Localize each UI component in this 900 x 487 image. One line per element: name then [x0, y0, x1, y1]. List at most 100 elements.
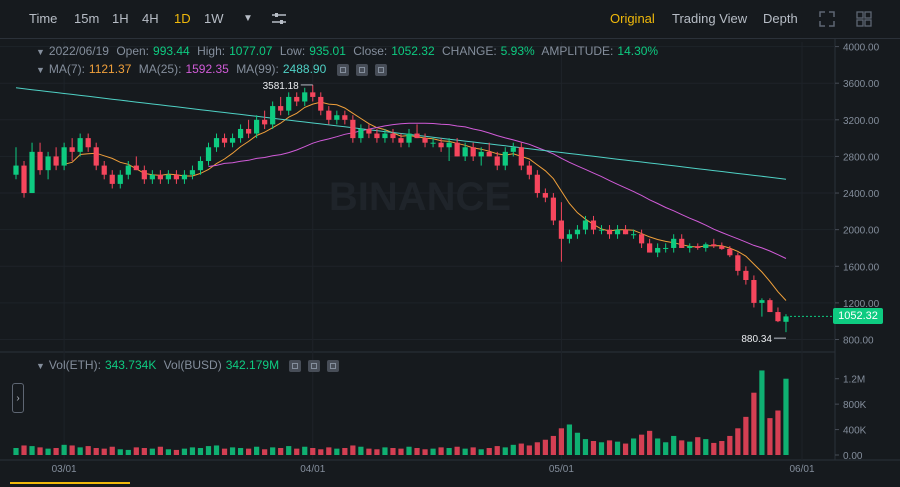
volume-bar — [542, 439, 548, 455]
low-label: Low: — [279, 44, 306, 58]
candle-body — [133, 165, 139, 171]
grid-layout-icon[interactable] — [855, 10, 873, 28]
volume-bar — [574, 432, 581, 455]
indicator-settings-icon[interactable] — [270, 10, 288, 28]
candle-body — [478, 151, 484, 157]
candle-body — [414, 133, 420, 139]
candle-body — [173, 174, 180, 180]
volume-bar — [687, 441, 693, 455]
ohlc-date: 2022/06/19 — [48, 44, 109, 58]
candle-body — [462, 147, 468, 157]
interval-1w[interactable]: 1W — [204, 11, 224, 26]
candle-body — [221, 138, 228, 143]
scroll-indicator[interactable] — [10, 482, 130, 484]
candle-body — [21, 165, 27, 194]
candle-body — [101, 165, 107, 175]
volume-bar — [125, 449, 131, 455]
volume-bar — [550, 435, 556, 455]
fullscreen-icon[interactable] — [818, 10, 836, 28]
ohlc-legend: ▼ 2022/06/19 Open: 993.44 High: 1077.07 Low… — [36, 44, 662, 58]
open-label: Open: — [116, 44, 150, 58]
candle-body — [358, 128, 364, 139]
candle-body — [334, 115, 340, 120]
volume-bar — [438, 447, 444, 455]
candle-body — [61, 147, 67, 166]
vol-busd-label: Vol(BUSD) — [163, 358, 222, 372]
collapse-caret-icon[interactable]: ▼ — [36, 47, 45, 57]
volume-bar — [655, 438, 661, 455]
volume-tick-label: 1.2M — [843, 375, 865, 386]
candle-body — [197, 161, 204, 171]
high-value: 1077.07 — [229, 44, 273, 58]
candle-body — [262, 119, 268, 125]
candle-body — [671, 238, 677, 248]
volume-bar — [245, 448, 252, 455]
time-tick-label: 04/01 — [300, 464, 325, 475]
candle-body — [582, 220, 589, 230]
candle-body — [598, 229, 605, 231]
interval-1h[interactable]: 1H — [112, 11, 129, 26]
candle-body — [727, 248, 733, 256]
interval-time[interactable]: Time — [29, 11, 58, 26]
candle-body — [719, 246, 725, 249]
interval-15m[interactable]: 15m — [74, 11, 100, 26]
volume-bar — [173, 449, 180, 455]
candle-body — [446, 142, 452, 148]
volume-bar — [558, 428, 565, 455]
ma-collapse-caret-icon[interactable]: ▼ — [36, 65, 45, 75]
volume-bar — [77, 447, 83, 455]
interval-1d[interactable]: 1D — [174, 11, 191, 26]
volume-bar — [213, 445, 220, 455]
volume-bar — [270, 447, 276, 455]
candle-body — [767, 300, 773, 313]
volume-bar — [109, 446, 115, 455]
ma-settings-icon[interactable] — [355, 63, 368, 76]
time-tick-label: 05/01 — [549, 464, 574, 475]
view-depth[interactable]: Depth — [763, 11, 798, 26]
volume-bar — [671, 435, 677, 455]
candle-body — [647, 243, 653, 253]
vol-collapse-caret-icon[interactable]: ▼ — [36, 361, 45, 371]
candle-body — [213, 138, 220, 148]
volume-bar — [735, 428, 741, 455]
view-original[interactable]: Original — [610, 11, 655, 26]
ma-close-icon[interactable] — [374, 63, 387, 76]
candle-body — [374, 133, 380, 139]
vol-visibility-icon[interactable] — [289, 359, 302, 372]
candle-body — [245, 128, 252, 134]
candle-body — [574, 229, 581, 235]
price-tick-label: 2400.00 — [843, 189, 880, 200]
vol-close-icon[interactable] — [327, 359, 340, 372]
low-value: 935.01 — [309, 44, 346, 58]
volume-bar — [294, 448, 300, 455]
ma25-label: MA(25): — [138, 62, 182, 76]
volume-bar — [374, 449, 380, 455]
interval-4h[interactable]: 4H — [142, 11, 159, 26]
volume-bar — [310, 448, 316, 455]
price-tick-label: 1600.00 — [843, 262, 880, 273]
volume-bar — [398, 448, 404, 455]
candle-body — [735, 255, 741, 271]
candle-body — [229, 138, 236, 143]
volume-bar — [326, 447, 332, 455]
volume-bar — [462, 448, 468, 455]
volume-bar — [775, 410, 781, 455]
candle-body — [590, 220, 597, 230]
volume-bar — [630, 438, 637, 455]
time-tick-label: 03/01 — [52, 464, 77, 475]
expand-panel-icon[interactable]: › — [12, 383, 24, 413]
interval-more-dropdown-icon[interactable]: ▼ — [243, 13, 253, 24]
candle-body — [406, 133, 412, 143]
vol-settings-icon[interactable] — [308, 359, 321, 372]
view-trading-view[interactable]: Trading View — [672, 11, 748, 26]
volume-bar — [622, 443, 629, 455]
volume-bar — [53, 448, 59, 455]
ma99-line — [15, 87, 787, 180]
volume-bar — [342, 448, 348, 455]
volume-bar — [502, 447, 508, 455]
candle-body — [350, 119, 356, 139]
price-tick-label: 3600.00 — [843, 79, 880, 90]
ma-visibility-icon[interactable] — [336, 63, 349, 76]
candle-body — [149, 174, 155, 180]
